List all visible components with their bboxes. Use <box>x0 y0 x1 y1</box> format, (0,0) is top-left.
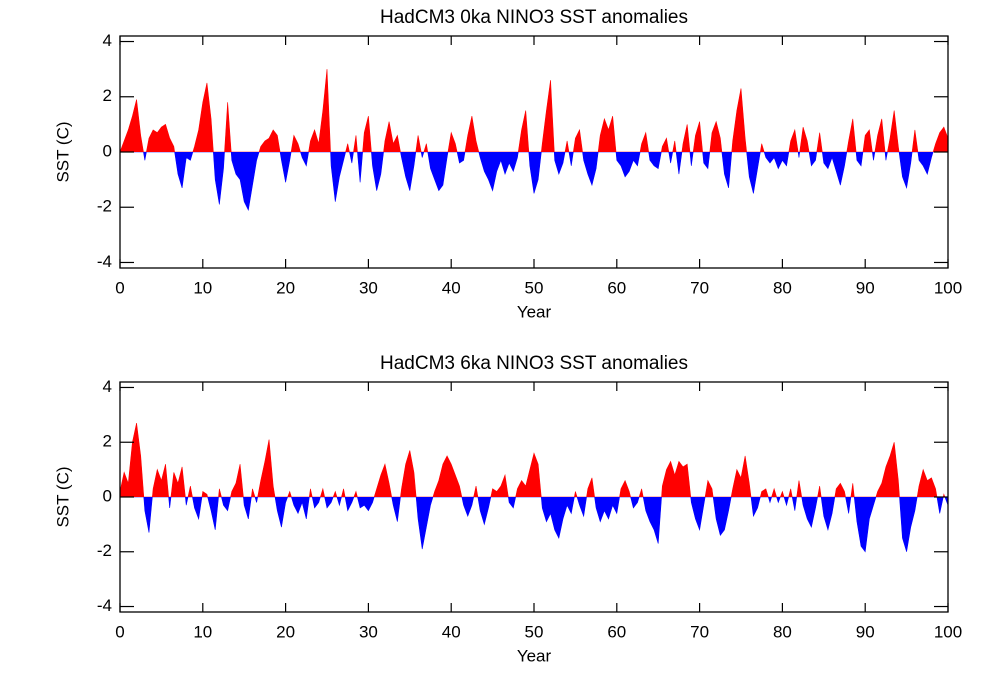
x-tick-label: 100 <box>934 278 962 297</box>
x-tick-label: 30 <box>359 622 378 641</box>
x-tick-label: 0 <box>115 278 124 297</box>
x-tick-label: 80 <box>773 622 792 641</box>
x-tick-label: 60 <box>607 278 626 297</box>
y-tick-label: 2 <box>103 86 112 105</box>
negative-area <box>120 497 948 553</box>
y-tick-label: 4 <box>103 31 112 50</box>
x-tick-label: 70 <box>690 622 709 641</box>
x-tick-label: 40 <box>442 278 461 297</box>
positive-area <box>120 69 948 152</box>
x-tick-label: 10 <box>193 278 212 297</box>
y-tick-label: 4 <box>103 377 112 396</box>
x-tick-label: 40 <box>442 622 461 641</box>
y-axis-label: SST (C) <box>53 466 72 527</box>
y-tick-label: -2 <box>97 197 112 216</box>
x-tick-label: 90 <box>856 278 875 297</box>
y-tick-label: -4 <box>97 252 112 271</box>
x-tick-label: 50 <box>525 278 544 297</box>
y-tick-label: 0 <box>103 141 112 160</box>
x-tick-label: 90 <box>856 622 875 641</box>
x-tick-label: 60 <box>607 622 626 641</box>
y-tick-label: -4 <box>97 596 112 615</box>
y-tick-label: 2 <box>103 432 112 451</box>
x-axis-label: Year <box>517 302 552 321</box>
x-axis-label: Year <box>517 646 552 665</box>
x-tick-label: 30 <box>359 278 378 297</box>
x-tick-label: 50 <box>525 622 544 641</box>
x-tick-label: 70 <box>690 278 709 297</box>
x-tick-label: 80 <box>773 278 792 297</box>
chart-title: HadCM3 0ka NINO3 SST anomalies <box>380 7 688 28</box>
x-tick-label: 20 <box>276 278 295 297</box>
x-tick-label: 20 <box>276 622 295 641</box>
negative-area <box>120 152 948 211</box>
y-tick-label: -2 <box>97 541 112 560</box>
x-tick-label: 100 <box>934 622 962 641</box>
y-tick-label: 0 <box>103 486 112 505</box>
x-tick-label: 10 <box>193 622 212 641</box>
chart-title: HadCM3 6ka NINO3 SST anomalies <box>380 353 688 374</box>
positive-area <box>120 423 948 497</box>
x-tick-label: 0 <box>115 622 124 641</box>
y-axis-label: SST (C) <box>53 121 72 182</box>
